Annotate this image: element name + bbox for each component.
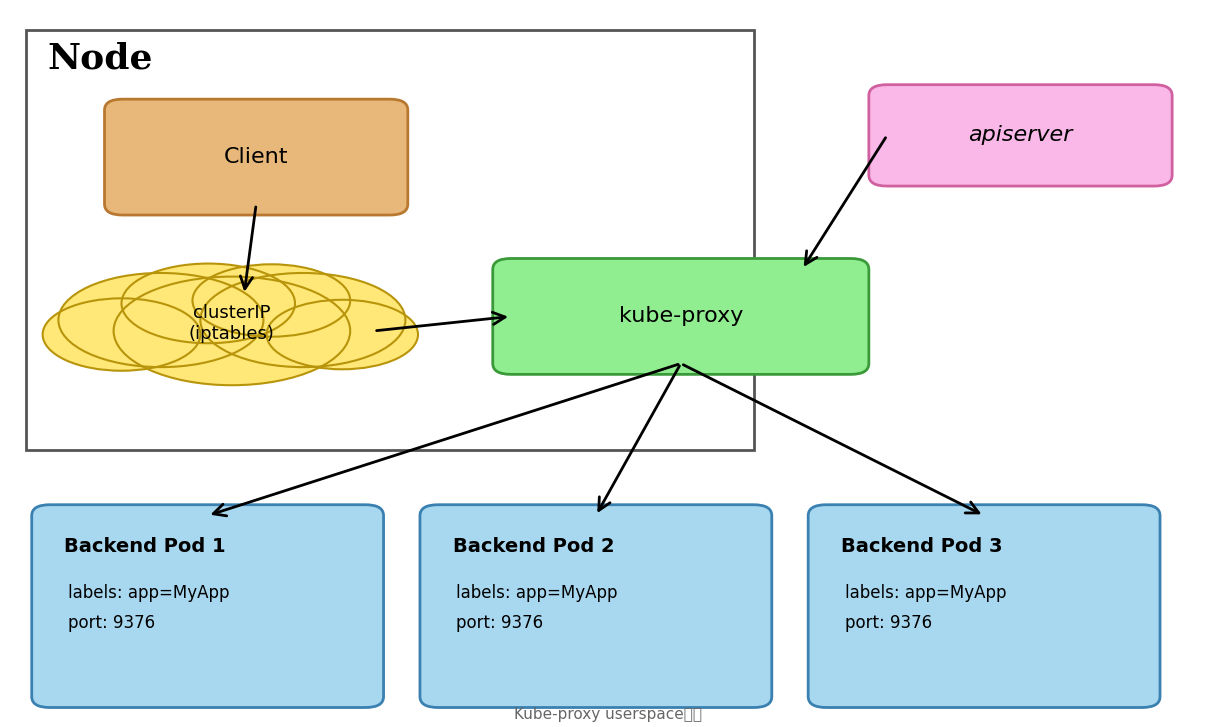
Text: labels: app=MyApp
port: 9376: labels: app=MyApp port: 9376 [456, 585, 618, 632]
Ellipse shape [43, 298, 201, 371]
Text: labels: app=MyApp
port: 9376: labels: app=MyApp port: 9376 [68, 585, 230, 632]
Ellipse shape [122, 264, 295, 343]
Ellipse shape [58, 273, 264, 367]
Text: kube-proxy: kube-proxy [619, 306, 743, 326]
Text: Backend Pod 2: Backend Pod 2 [452, 537, 614, 556]
Ellipse shape [192, 265, 350, 337]
Text: Node: Node [47, 41, 153, 75]
FancyBboxPatch shape [105, 99, 407, 215]
Ellipse shape [266, 300, 418, 369]
FancyBboxPatch shape [32, 505, 383, 707]
Text: clusterIP
(iptables): clusterIP (iptables) [188, 305, 275, 343]
FancyBboxPatch shape [492, 259, 869, 374]
Text: Kube-proxy userspace模式: Kube-proxy userspace模式 [514, 707, 702, 722]
Ellipse shape [201, 273, 405, 367]
FancyBboxPatch shape [869, 84, 1172, 186]
Text: Backend Pod 3: Backend Pod 3 [841, 537, 1002, 556]
FancyBboxPatch shape [26, 31, 754, 451]
FancyBboxPatch shape [420, 505, 772, 707]
Text: labels: app=MyApp
port: 9376: labels: app=MyApp port: 9376 [845, 585, 1006, 632]
Text: apiserver: apiserver [968, 125, 1073, 145]
Ellipse shape [113, 276, 350, 385]
Text: Backend Pod 1: Backend Pod 1 [64, 537, 226, 556]
Text: Client: Client [224, 147, 288, 167]
FancyBboxPatch shape [809, 505, 1160, 707]
